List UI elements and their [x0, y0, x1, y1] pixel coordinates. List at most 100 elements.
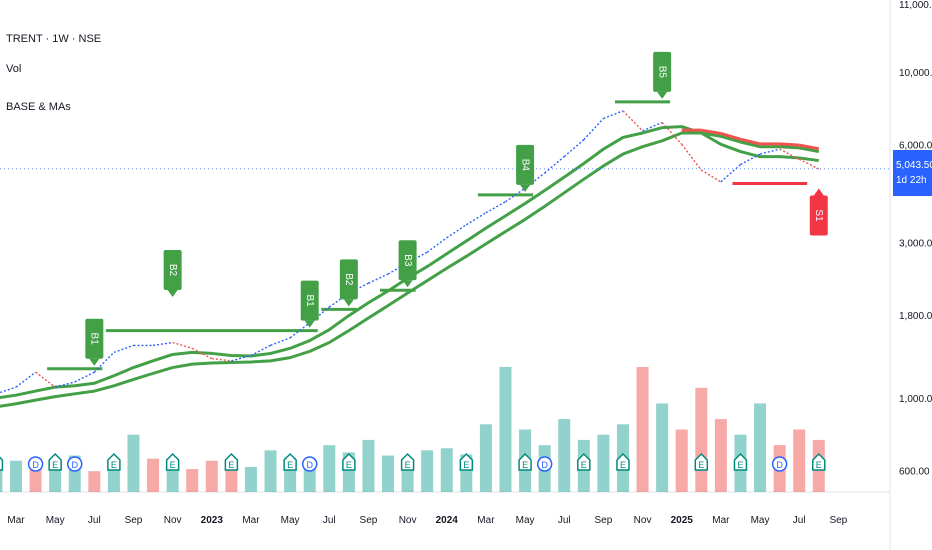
volume-bar	[714, 419, 727, 492]
volume-bar	[29, 469, 42, 492]
price-segment	[172, 341, 193, 350]
dividend-marker: D	[27, 456, 44, 472]
dividend-marker: D	[66, 456, 83, 472]
ma-slow-line	[0, 131, 820, 408]
price-segment	[622, 110, 644, 132]
earnings-icon	[224, 452, 239, 471]
signal-box	[339, 259, 358, 300]
price-tick-label: 10,000.00	[899, 68, 932, 79]
event-letter: D	[776, 460, 783, 470]
dividend-icon	[27, 456, 44, 472]
signal-text: S1	[813, 209, 824, 222]
volume-bar	[382, 455, 395, 492]
buy-signal-label: B1	[300, 280, 319, 328]
dividend-marker: D	[536, 456, 553, 472]
dividend-icon	[771, 456, 788, 472]
earnings-icon	[283, 452, 297, 471]
time-tick-label: May	[516, 515, 535, 526]
dividend-marker: D	[771, 456, 788, 472]
earnings-marker: E	[0, 456, 4, 471]
axes: 11,000.00 10,000.00 6,000.00 3,000.00 1,800.…	[7, 0, 932, 526]
event-letter: E	[737, 460, 743, 470]
volume-bar	[127, 434, 140, 492]
price-segment	[113, 344, 134, 354]
price-segment	[759, 148, 780, 155]
event-letter: E	[52, 460, 58, 470]
signal-pointer	[304, 320, 315, 328]
symbol-title[interactable]: TRENT · 1W · NSE	[6, 33, 102, 45]
time-tick-label: 2023	[201, 515, 224, 526]
price-tick-label: 600.00	[899, 466, 930, 477]
volume-bar	[186, 469, 199, 492]
event-letter: E	[405, 460, 411, 470]
earnings-marker: E	[577, 452, 591, 471]
earnings-icon	[694, 452, 709, 471]
signal-box	[809, 195, 828, 236]
signal-labels: B1 B2 B1 B2 B3 B4 B5 S1	[85, 51, 828, 366]
time-tick-label: Nov	[634, 515, 652, 526]
price-segment	[544, 156, 565, 174]
event-letter: E	[287, 460, 293, 470]
volume-bar	[636, 367, 649, 492]
price-segment	[426, 237, 448, 253]
indicator-base-legend[interactable]: BASE & MAs	[6, 101, 71, 113]
volume-bar	[10, 460, 22, 492]
price-tick-label: 1,800.00	[899, 311, 932, 322]
time-tick-label: Sep	[595, 515, 613, 526]
time-tick-label: 2025	[671, 515, 694, 526]
price-segment	[720, 164, 741, 183]
earnings-marker: E	[694, 452, 709, 471]
signal-text: B4	[519, 159, 530, 172]
signal-text: B3	[402, 254, 413, 267]
price-segment	[15, 371, 37, 388]
event-letter: E	[581, 460, 587, 470]
earnings-marker: E	[107, 452, 121, 471]
dividend-icon	[536, 456, 553, 472]
signal-box	[85, 318, 104, 359]
price-segment	[681, 143, 702, 171]
earnings-marker: E	[518, 452, 532, 471]
signal-text: B1	[304, 294, 315, 307]
indicator-vol-legend[interactable]: Vol	[6, 63, 22, 75]
time-tick-label: Sep	[360, 515, 378, 526]
earnings-marker: E	[812, 452, 826, 471]
signal-text: B5	[656, 66, 667, 79]
event-letter: E	[463, 460, 469, 470]
price-segment	[93, 351, 115, 373]
volume-bar	[558, 419, 571, 492]
time-tick-label: Jul	[88, 515, 101, 526]
event-letter: E	[346, 460, 352, 470]
earnings-icon	[577, 452, 591, 471]
current-price: 5,043.50	[896, 160, 932, 171]
price-segment	[700, 169, 722, 183]
buy-signal-label: B1	[85, 318, 104, 366]
earnings-marker: E	[283, 452, 297, 471]
earnings-marker: E	[342, 452, 356, 471]
current-price-badge: 5,043.50 1d 22h	[893, 150, 932, 196]
volume-bar	[107, 464, 120, 492]
price-segment	[642, 121, 663, 132]
signal-pointer	[343, 299, 354, 307]
time-tick-label: Nov	[164, 515, 182, 526]
event-letter: D	[32, 460, 39, 470]
price-segment	[563, 139, 585, 158]
signal-box	[163, 250, 182, 290]
earnings-icon	[0, 456, 4, 471]
signal-pointer	[167, 290, 178, 297]
price-segment	[35, 371, 56, 388]
buy-signal-label: B4	[516, 144, 535, 192]
dividend-icon	[301, 456, 318, 472]
event-letter: E	[170, 460, 176, 470]
signal-pointer	[657, 91, 668, 99]
signal-box	[398, 240, 417, 281]
ma-bearish-segment	[701, 128, 722, 135]
earnings-icon	[400, 452, 415, 471]
ma-bearish-segment	[720, 132, 741, 141]
buy-signal-label: B2	[163, 250, 182, 297]
base-levels	[47, 100, 808, 371]
event-letter: D	[541, 460, 548, 470]
price-segment	[485, 201, 506, 214]
dividend-icon	[66, 456, 83, 472]
volume-bar	[675, 429, 688, 492]
